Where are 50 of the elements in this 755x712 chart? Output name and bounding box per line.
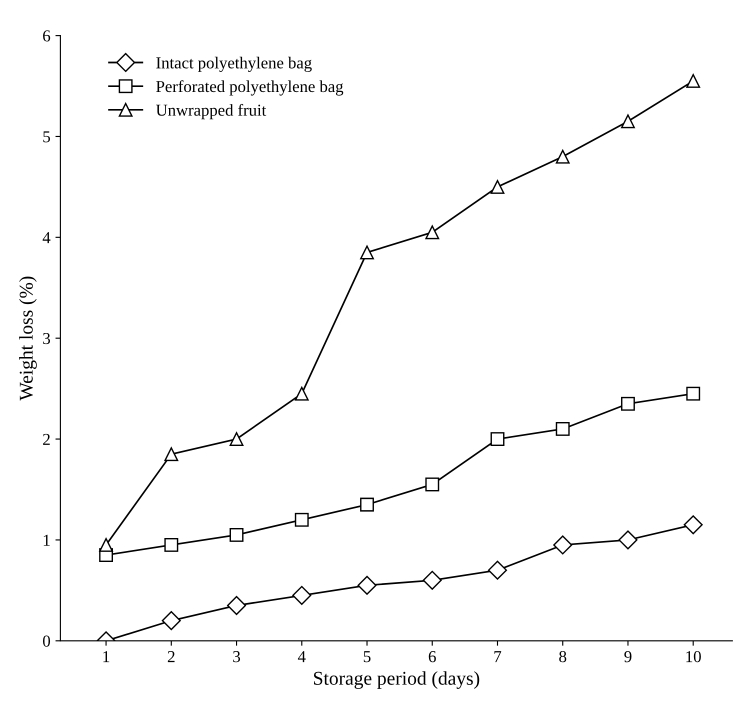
point: [425, 225, 440, 240]
point: [556, 422, 570, 436]
point: [684, 515, 703, 534]
x-axis-title: Storage period (days): [314, 671, 480, 689]
point: [425, 478, 440, 492]
x-tick-label: 6: [428, 651, 436, 662]
point: [292, 586, 312, 605]
point: [553, 535, 572, 555]
y-tick-label: 5: [43, 131, 50, 142]
point: [556, 150, 570, 164]
point: [227, 596, 246, 616]
legend-label: Unwrapped fruit: [156, 104, 266, 120]
point: [230, 528, 244, 542]
point: [99, 538, 114, 552]
point: [490, 180, 504, 194]
point: [422, 570, 442, 590]
point: [618, 530, 638, 550]
point: [621, 396, 635, 411]
x-tick-label: 4: [298, 651, 306, 662]
x-tick-label: 1: [103, 651, 110, 662]
x-tick-label: 9: [624, 651, 632, 662]
point: [686, 74, 700, 88]
y-tick-label: 2: [43, 434, 50, 445]
point: [686, 386, 700, 401]
y-tick-label: 4: [42, 232, 50, 244]
x-tick-label: 8: [559, 651, 566, 662]
y-tick-label: 6: [43, 30, 50, 42]
point: [357, 576, 377, 595]
point: [490, 432, 504, 446]
point: [294, 386, 309, 401]
point: [164, 447, 178, 462]
point: [360, 498, 374, 512]
point: [164, 538, 178, 552]
point: [294, 512, 309, 527]
legend-label: Intact polyethylene bag: [156, 56, 312, 72]
point: [488, 560, 508, 580]
x-tick-label: 5: [364, 651, 371, 662]
point: [621, 114, 635, 128]
y-axis-title: Weight loss (%): [19, 276, 37, 401]
y-tick-label: 1: [44, 534, 50, 546]
y-tick-label: 0: [42, 636, 50, 647]
point: [360, 246, 374, 260]
point: [230, 432, 244, 446]
y-tick-label: 3: [43, 332, 50, 344]
x-tick-label: 7: [494, 651, 502, 662]
point: [162, 611, 181, 630]
x-tick-label: 3: [233, 651, 240, 662]
x-tick-label: 2: [168, 651, 175, 662]
legend-label: Perforated polyethylene bag: [156, 80, 344, 96]
x-tick-label: 10: [686, 651, 701, 662]
